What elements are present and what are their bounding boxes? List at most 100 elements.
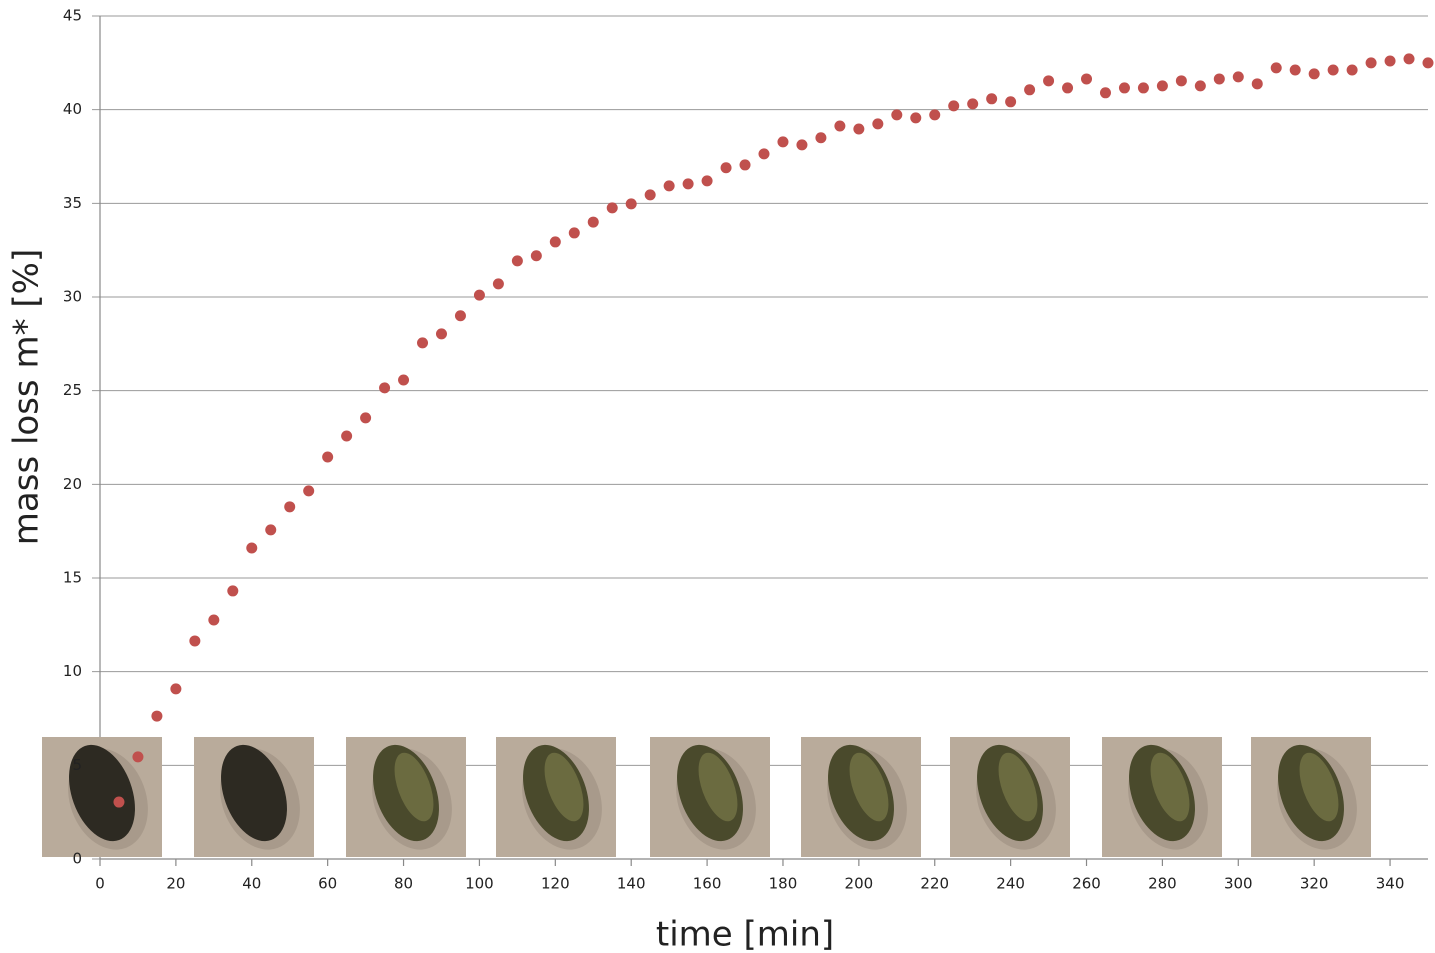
data-point	[284, 501, 296, 513]
data-point	[473, 289, 485, 301]
data-point	[663, 180, 675, 192]
seed	[69, 744, 135, 842]
seed-core	[1150, 752, 1190, 822]
photo	[346, 737, 466, 857]
y-tick-label: 20	[63, 475, 82, 493]
x-tick-label: 300	[1224, 875, 1253, 893]
data-point	[341, 430, 353, 442]
data-point	[170, 683, 182, 695]
data-point	[1308, 68, 1320, 80]
photo	[950, 737, 1070, 857]
y-tick-label: 0	[72, 850, 82, 868]
grid	[92, 15, 1428, 860]
photo	[496, 737, 616, 857]
data-point	[910, 112, 922, 124]
photo	[801, 737, 921, 857]
data-point	[815, 132, 827, 144]
x-tick-label: 100	[465, 875, 494, 893]
data-point	[1099, 87, 1111, 99]
x-tick-label: 80	[394, 875, 413, 893]
x-tick-label: 160	[693, 875, 722, 893]
x-tick-label: 200	[845, 875, 874, 893]
data-point	[265, 524, 277, 536]
seed-core	[1299, 752, 1339, 822]
data-point	[379, 382, 391, 394]
data-point	[132, 751, 144, 763]
data-point	[701, 175, 713, 187]
data-point	[303, 485, 315, 497]
x-tick-label: 280	[1148, 875, 1177, 893]
x-tick-label: 0	[95, 875, 105, 893]
seed-core	[544, 752, 584, 822]
data-point	[587, 216, 599, 228]
data-point	[720, 162, 732, 174]
data-point	[1327, 64, 1339, 76]
photo	[194, 737, 314, 857]
data-point	[1194, 80, 1206, 92]
y-tick-label: 10	[63, 662, 82, 680]
photo	[42, 737, 162, 857]
x-tick-label: 180	[769, 875, 798, 893]
data-point	[1156, 80, 1168, 92]
y-tick-label: 5	[72, 756, 82, 774]
data-point	[1137, 82, 1149, 94]
x-tick-label: 140	[617, 875, 646, 893]
photo	[650, 737, 770, 857]
x-tick-label: 220	[920, 875, 949, 893]
y-tick-label: 35	[63, 194, 82, 212]
data-point	[1062, 82, 1074, 94]
seed-core	[698, 752, 738, 822]
seed-core	[394, 752, 434, 822]
y-tick-label: 15	[63, 569, 82, 587]
x-tick-label: 260	[1072, 875, 1101, 893]
data-point	[113, 796, 125, 808]
data-point	[739, 159, 751, 171]
data-point	[891, 109, 903, 121]
data-point	[948, 100, 960, 112]
data-point	[189, 635, 201, 647]
data-point	[398, 374, 410, 386]
photo	[1251, 737, 1371, 857]
data-point	[625, 198, 637, 210]
y-tick-label: 40	[63, 100, 82, 118]
data-point	[1346, 64, 1358, 76]
data-point	[796, 139, 808, 151]
data-point	[1403, 53, 1415, 65]
y-tick-label: 25	[63, 381, 82, 399]
data-point	[644, 189, 656, 201]
data-point	[322, 451, 334, 463]
x-tick-label: 340	[1376, 875, 1405, 893]
x-tick-label: 240	[996, 875, 1025, 893]
x-axis-label: time [min]	[656, 915, 834, 953]
data-point	[492, 278, 504, 290]
x-tick-label: 40	[242, 875, 261, 893]
data-point	[853, 123, 865, 135]
data-point	[1043, 75, 1055, 87]
data-point	[777, 136, 789, 148]
sample-photos	[42, 737, 1371, 857]
data-point	[246, 542, 258, 554]
data-point	[1232, 71, 1244, 83]
photo	[1102, 737, 1222, 857]
data-point	[1175, 75, 1187, 87]
data-point	[1422, 57, 1434, 69]
data-point	[1024, 84, 1036, 96]
data-point	[360, 412, 372, 424]
data-point	[417, 337, 429, 349]
data-point	[151, 710, 163, 722]
data-point	[1384, 55, 1396, 67]
x-tick-label: 20	[166, 875, 185, 893]
data-point	[1005, 96, 1017, 108]
data-point	[511, 255, 523, 267]
data-point	[568, 227, 580, 239]
data-point	[986, 93, 998, 105]
data-point	[227, 585, 239, 597]
y-tick-label: 30	[63, 288, 82, 306]
seed-core	[998, 752, 1038, 822]
data-point	[682, 178, 694, 190]
data-point	[1365, 57, 1377, 69]
data-point	[1118, 82, 1130, 94]
y-tick-label: 45	[63, 7, 82, 25]
data-point	[758, 148, 770, 160]
